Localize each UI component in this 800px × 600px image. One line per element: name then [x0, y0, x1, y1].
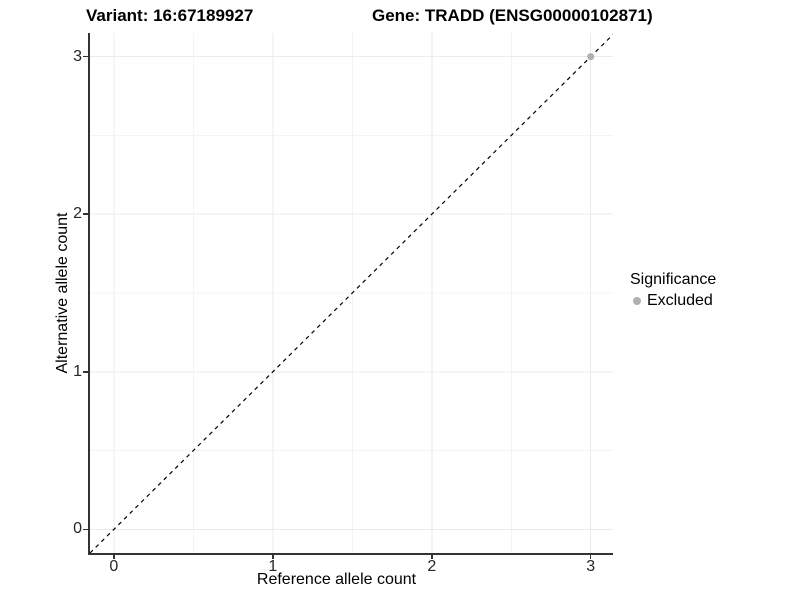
legend-item-label: Excluded — [647, 292, 713, 310]
chart-canvas — [90, 33, 613, 553]
x-axis-line — [88, 553, 613, 555]
allele-count-plot: Variant: 16:67189927 Gene: TRADD (ENSG00… — [0, 0, 800, 600]
plot-title-gene: Gene: TRADD (ENSG00000102871) — [372, 6, 653, 26]
y-axis-title: Alternative allele count — [54, 213, 72, 374]
y-tick-label: 0 — [52, 520, 82, 538]
data-point-excluded — [587, 53, 594, 60]
x-axis-title: Reference allele count — [84, 571, 589, 589]
legend: Significance Excluded — [630, 270, 716, 310]
y-tick-mark — [83, 213, 88, 215]
legend-title: Significance — [630, 270, 716, 289]
y-tick-mark — [83, 56, 88, 58]
identity-line — [90, 35, 613, 553]
y-axis-line — [88, 33, 90, 555]
y-tick-label: 3 — [52, 48, 82, 66]
plot-panel — [90, 33, 613, 553]
y-tick-mark — [83, 529, 88, 531]
excluded-marker-icon — [633, 297, 641, 305]
plot-title-variant: Variant: 16:67189927 — [86, 6, 253, 26]
legend-item-excluded: Excluded — [630, 292, 716, 310]
y-tick-mark — [83, 371, 88, 373]
